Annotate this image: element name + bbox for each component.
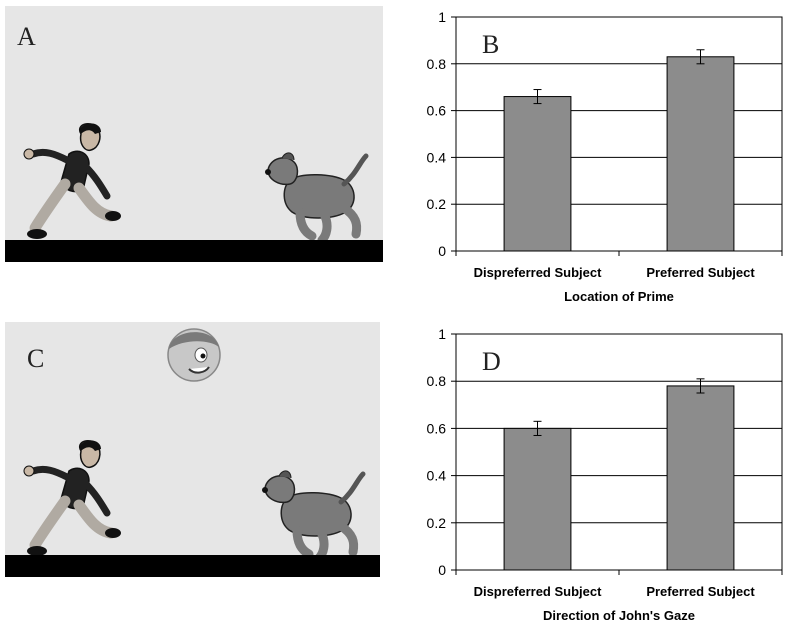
panel-a-letter: A — [17, 22, 36, 51]
bar — [666, 56, 735, 252]
category-label: Dispreferred Subject — [474, 265, 603, 280]
panel-c-letter: C — [27, 344, 45, 373]
boy-face-cartoon — [167, 328, 221, 382]
y-tick-label: 0.2 — [427, 515, 447, 531]
panel-letter: B — [482, 30, 499, 59]
category-label: Dispreferred Subject — [474, 584, 603, 599]
panel-a-image: A — [5, 6, 383, 262]
chart-d: 0 0.2 0.4 0.6 0.8 1 Dispreferred Subject Prefer… — [427, 326, 783, 623]
y-tick-label: 0.2 — [427, 196, 447, 212]
panel-letter: D — [482, 347, 501, 376]
ground-bar — [5, 555, 380, 577]
running-man-cartoon — [23, 123, 121, 239]
y-tick-label: 1 — [438, 9, 446, 25]
y-tick-label: 0.6 — [427, 420, 447, 436]
ground-bar — [5, 240, 383, 262]
y-tick-label: 0 — [438, 243, 446, 259]
y-tick-label: 0.4 — [427, 468, 447, 484]
y-tick-label: 0.6 — [427, 103, 447, 119]
y-tick-label: 0.8 — [427, 56, 447, 72]
running-man-cartoon — [23, 440, 121, 556]
x-axis-label: Location of Prime — [564, 289, 674, 304]
category-label: Preferred Subject — [646, 584, 755, 599]
y-tick-label: 1 — [438, 326, 446, 342]
y-tick-label: 0.8 — [427, 373, 447, 389]
y-tick-label: 0.4 — [427, 149, 447, 165]
x-axis-label: Direction of John's Gaze — [543, 608, 695, 623]
chart-b: 0 0.2 0.4 0.6 0.8 1 Dispreferred Subject Prefer… — [427, 9, 783, 304]
bar — [503, 96, 572, 252]
running-dog-cartoon — [262, 470, 366, 563]
running-dog-cartoon — [265, 152, 369, 245]
panel-c-image: C — [5, 322, 380, 577]
bar — [503, 427, 572, 571]
bar — [666, 385, 735, 571]
category-label: Preferred Subject — [646, 265, 755, 280]
y-tick-label: 0 — [438, 562, 446, 578]
